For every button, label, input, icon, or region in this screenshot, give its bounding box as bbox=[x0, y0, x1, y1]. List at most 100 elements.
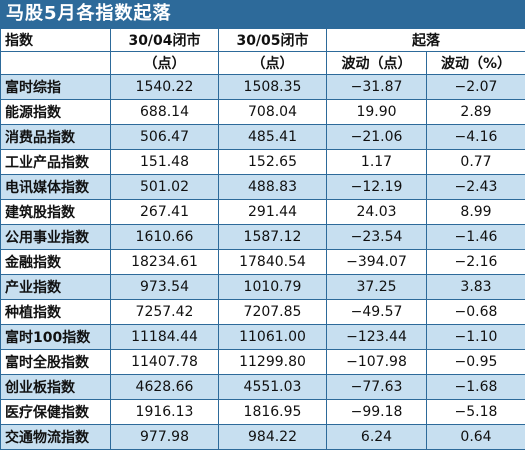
cell-change-percent: −0.68 bbox=[427, 300, 525, 325]
cell-change-percent: −1.10 bbox=[427, 325, 525, 350]
cell-index-name: 建筑股指数 bbox=[1, 200, 111, 225]
cell-change-points: −77.63 bbox=[327, 375, 427, 400]
cell-may-close: 1508.35 bbox=[219, 75, 327, 100]
cell-index-name: 消费品指数 bbox=[1, 125, 111, 150]
cell-may-close: 11299.80 bbox=[219, 350, 327, 375]
header-vol-pct: 波动（%） bbox=[427, 52, 525, 75]
cell-apr-close: 506.47 bbox=[111, 125, 219, 150]
cell-may-close: 984.22 bbox=[219, 425, 327, 450]
cell-change-points: −99.18 bbox=[327, 400, 427, 425]
cell-apr-close: 7257.42 bbox=[111, 300, 219, 325]
cell-apr-close: 977.98 bbox=[111, 425, 219, 450]
cell-change-points: 24.03 bbox=[327, 200, 427, 225]
cell-apr-close: 11184.44 bbox=[111, 325, 219, 350]
cell-apr-close: 1916.13 bbox=[111, 400, 219, 425]
cell-may-close: 1587.12 bbox=[219, 225, 327, 250]
cell-change-percent: −1.46 bbox=[427, 225, 525, 250]
cell-may-close: 152.65 bbox=[219, 150, 327, 175]
cell-index-name: 医疗保健指数 bbox=[1, 400, 111, 425]
index-table: 指数 30/04闭市 30/05闭市 起落 （点） （点） 波动（点） 波动（%… bbox=[0, 28, 525, 450]
cell-apr-close: 151.48 bbox=[111, 150, 219, 175]
cell-index-name: 电讯媒体指数 bbox=[1, 175, 111, 200]
cell-index-name: 创业板指数 bbox=[1, 375, 111, 400]
cell-change-points: −12.19 bbox=[327, 175, 427, 200]
cell-may-close: 1010.79 bbox=[219, 275, 327, 300]
header-vol-pts: 波动（点） bbox=[327, 52, 427, 75]
cell-may-close: 488.83 bbox=[219, 175, 327, 200]
header-blank bbox=[1, 52, 111, 75]
cell-change-percent: −2.07 bbox=[427, 75, 525, 100]
cell-index-name: 富时100指数 bbox=[1, 325, 111, 350]
cell-index-name: 工业产品指数 bbox=[1, 150, 111, 175]
cell-apr-close: 688.14 bbox=[111, 100, 219, 125]
cell-may-close: 11061.00 bbox=[219, 325, 327, 350]
cell-change-percent: 3.83 bbox=[427, 275, 525, 300]
header-may-unit: （点） bbox=[219, 52, 327, 75]
cell-may-close: 1816.95 bbox=[219, 400, 327, 425]
cell-change-points: 6.24 bbox=[327, 425, 427, 450]
cell-apr-close: 973.54 bbox=[111, 275, 219, 300]
cell-index-name: 富时全股指数 bbox=[1, 350, 111, 375]
cell-index-name: 产业指数 bbox=[1, 275, 111, 300]
cell-change-points: −23.54 bbox=[327, 225, 427, 250]
cell-change-percent: 2.89 bbox=[427, 100, 525, 125]
header-apr: 30/04闭市 bbox=[111, 29, 219, 52]
cell-index-name: 能源指数 bbox=[1, 100, 111, 125]
cell-change-points: −31.87 bbox=[327, 75, 427, 100]
cell-apr-close: 1610.66 bbox=[111, 225, 219, 250]
cell-change-percent: −4.16 bbox=[427, 125, 525, 150]
cell-change-percent: 0.77 bbox=[427, 150, 525, 175]
cell-index-name: 公用事业指数 bbox=[1, 225, 111, 250]
cell-change-percent: −2.16 bbox=[427, 250, 525, 275]
header-index: 指数 bbox=[1, 29, 111, 52]
cell-change-percent: 8.99 bbox=[427, 200, 525, 225]
cell-apr-close: 1540.22 bbox=[111, 75, 219, 100]
header-may: 30/05闭市 bbox=[219, 29, 327, 52]
cell-may-close: 17840.54 bbox=[219, 250, 327, 275]
cell-may-close: 485.41 bbox=[219, 125, 327, 150]
cell-may-close: 4551.03 bbox=[219, 375, 327, 400]
header-row-2: （点） （点） 波动（点） 波动（%） bbox=[1, 52, 525, 75]
cell-index-name: 金融指数 bbox=[1, 250, 111, 275]
header-row-1: 指数 30/04闭市 30/05闭市 起落 bbox=[1, 29, 525, 52]
cell-change-points: 1.17 bbox=[327, 150, 427, 175]
cell-change-points: 19.90 bbox=[327, 100, 427, 125]
header-change: 起落 bbox=[327, 29, 525, 52]
cell-may-close: 708.04 bbox=[219, 100, 327, 125]
cell-change-percent: −1.68 bbox=[427, 375, 525, 400]
table-title: 马股5月各指数起落 bbox=[0, 0, 525, 28]
cell-apr-close: 267.41 bbox=[111, 200, 219, 225]
cell-change-percent: −2.43 bbox=[427, 175, 525, 200]
cell-may-close: 7207.85 bbox=[219, 300, 327, 325]
cell-change-points: 37.25 bbox=[327, 275, 427, 300]
cell-change-percent: −0.95 bbox=[427, 350, 525, 375]
cell-change-points: −394.07 bbox=[327, 250, 427, 275]
index-table-card: 马股5月各指数起落 指数 30/04闭市 30/05闭市 起落 （点） （点） … bbox=[0, 0, 525, 425]
cell-apr-close: 4628.66 bbox=[111, 375, 219, 400]
cell-change-points: −21.06 bbox=[327, 125, 427, 150]
cell-change-percent: −5.18 bbox=[427, 400, 525, 425]
cell-index-name: 富时综指 bbox=[1, 75, 111, 100]
cell-change-percent: 0.64 bbox=[427, 425, 525, 450]
header-apr-unit: （点） bbox=[111, 52, 219, 75]
cell-index-name: 交通物流指数 bbox=[1, 425, 111, 450]
cell-index-name: 种植指数 bbox=[1, 300, 111, 325]
cell-apr-close: 18234.61 bbox=[111, 250, 219, 275]
cell-change-points: −123.44 bbox=[327, 325, 427, 350]
cell-apr-close: 501.02 bbox=[111, 175, 219, 200]
